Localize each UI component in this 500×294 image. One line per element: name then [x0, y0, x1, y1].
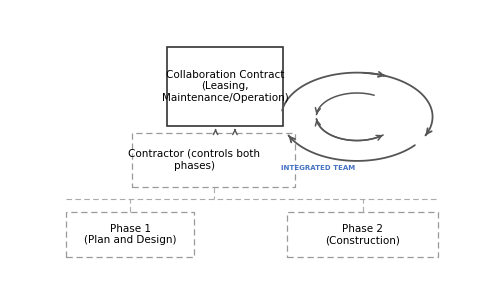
Text: INTEGRATED TEAM: INTEGRATED TEAM [282, 165, 356, 171]
Bar [167, 46, 284, 126]
Text: Phase 1
(Plan and Design): Phase 1 (Plan and Design) [84, 224, 176, 245]
Bar [66, 212, 194, 257]
Text: Collaboration Contract
(Leasing,
Maintenance/Operation): Collaboration Contract (Leasing, Mainten… [162, 70, 288, 103]
Text: Contractor (controls both
phases): Contractor (controls both phases) [128, 149, 260, 171]
Bar [287, 212, 438, 257]
Bar [132, 133, 295, 187]
Text: Phase 2
(Construction): Phase 2 (Construction) [326, 224, 400, 245]
